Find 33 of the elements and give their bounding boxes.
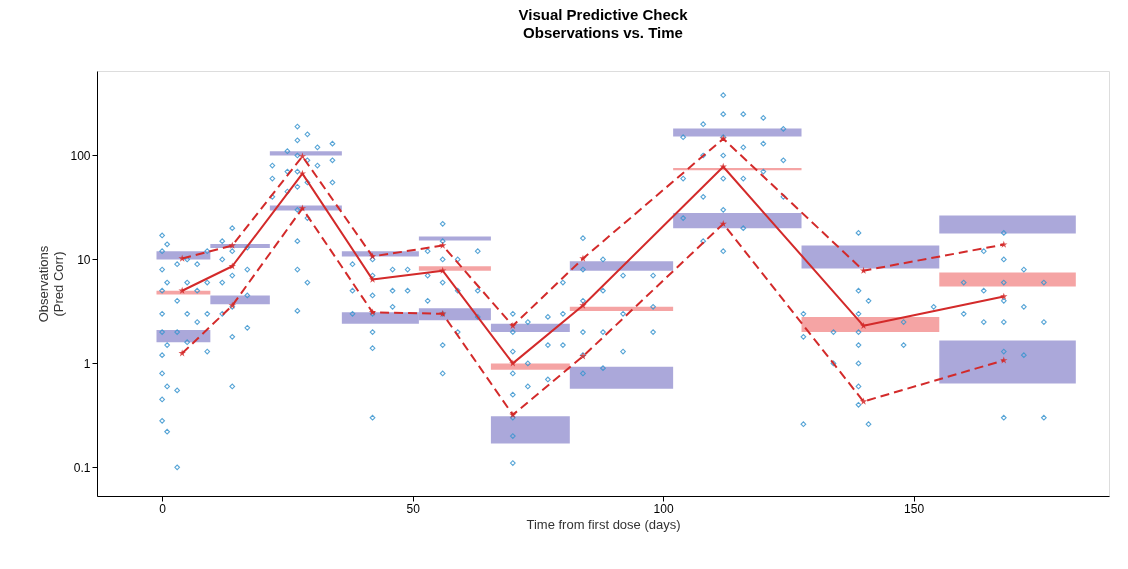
x-tick-label: 0 [159, 501, 167, 516]
x-tick-label: 50 [406, 501, 421, 516]
point [439, 241, 447, 249]
point [228, 241, 236, 249]
point [298, 152, 307, 160]
x-axis-title: Time from first dose (days) [526, 516, 681, 532]
point [509, 410, 517, 418]
point [579, 301, 587, 309]
y-axis-title: Observations (Pred Corr) [36, 245, 67, 323]
point [298, 169, 307, 177]
y-tick-label: 10 [77, 252, 91, 267]
chart-subtitle: Observations vs. Time [523, 24, 683, 41]
y-tick-label: 100 [70, 149, 91, 163]
x-tick-label: 100 [653, 501, 674, 516]
point [439, 266, 447, 274]
y-tick-label: 0.1 [73, 460, 91, 475]
point [579, 254, 587, 262]
point [368, 275, 377, 283]
x-tick-label: 150 [904, 501, 925, 516]
point [178, 254, 186, 262]
point [859, 266, 868, 274]
point [719, 219, 727, 227]
y-tick-label: 1 [83, 356, 91, 371]
point [1000, 240, 1008, 248]
point [1000, 356, 1008, 364]
point [228, 262, 236, 270]
point [859, 397, 868, 405]
chart-title: Visual Predictive Check [518, 6, 689, 23]
point [1000, 292, 1008, 300]
point [298, 204, 307, 212]
point [368, 252, 377, 260]
point [509, 359, 517, 367]
point [178, 349, 186, 357]
